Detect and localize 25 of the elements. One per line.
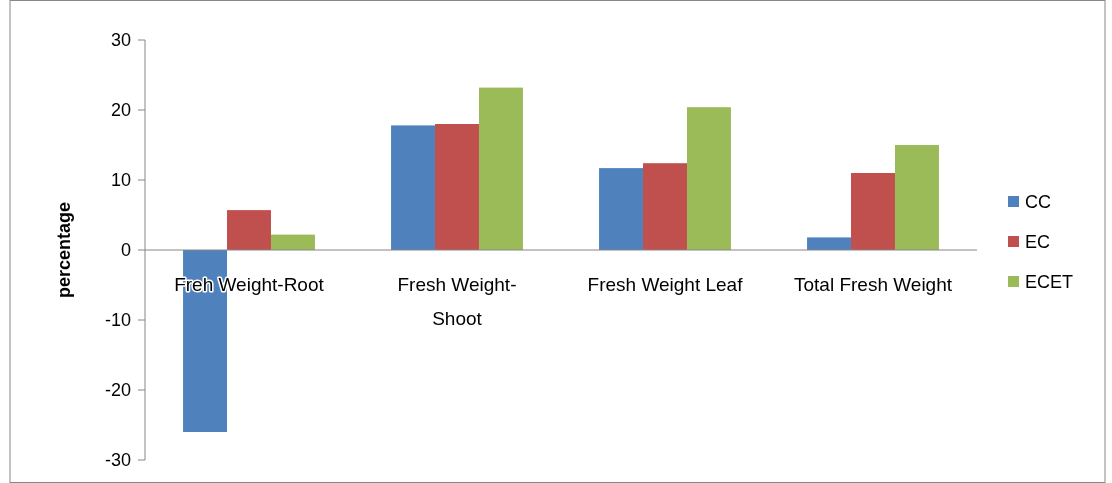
bar xyxy=(270,234,315,250)
x-tick-label: Fresh Weight-Shoot xyxy=(397,274,517,329)
y-tick-label: 30 xyxy=(110,30,131,51)
bar xyxy=(478,87,523,250)
legend-label: CC xyxy=(1025,192,1051,213)
bar xyxy=(686,107,731,250)
bar xyxy=(599,168,644,250)
legend-label: EC xyxy=(1025,232,1051,253)
bar xyxy=(391,125,436,250)
x-tick-label: Total Fresh Weight xyxy=(793,274,953,295)
bar xyxy=(807,237,852,250)
y-tick-label: 10 xyxy=(110,170,131,191)
bar xyxy=(851,173,895,250)
y-axis-title: percentage xyxy=(54,201,74,299)
x-tick-label: Fresh Weight Leaf xyxy=(587,274,744,295)
y-tick-label: 0 xyxy=(120,240,131,261)
bar xyxy=(894,145,939,250)
y-tick-label: -30 xyxy=(104,450,131,471)
legend-label: ECET xyxy=(1025,272,1074,293)
y-tick-label: -20 xyxy=(104,380,131,401)
y-tick-label: 20 xyxy=(110,100,131,121)
bar xyxy=(227,210,271,250)
bar xyxy=(643,163,687,250)
bar xyxy=(435,124,479,250)
y-tick-label: -10 xyxy=(104,310,131,331)
